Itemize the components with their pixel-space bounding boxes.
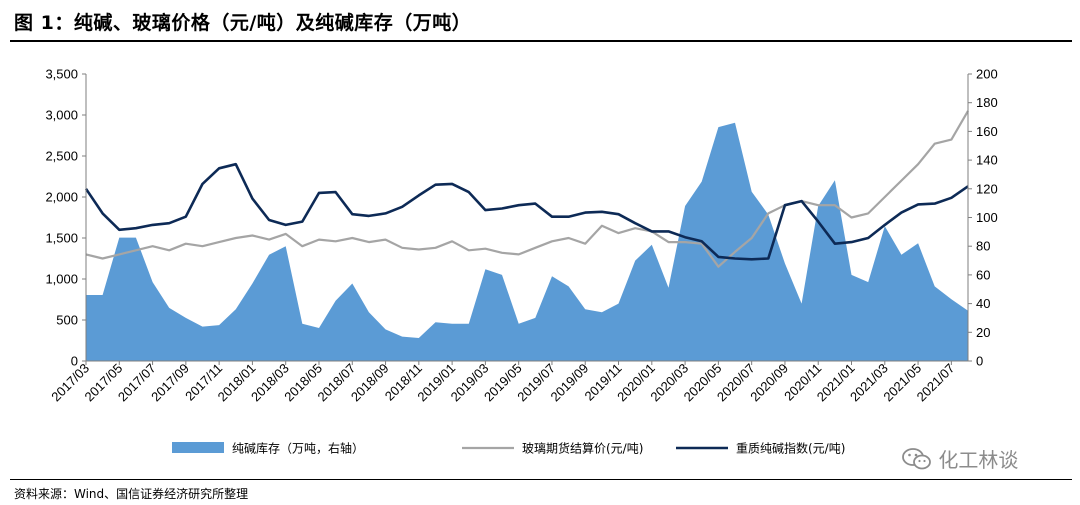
y-right-tick-label: 120 <box>976 181 998 196</box>
y-left-tick-label: 2,500 <box>45 149 78 164</box>
y-left-tick-label: 3,500 <box>45 67 78 82</box>
source-note: 资料来源：Wind、国信证券经济研究所整理 <box>14 487 249 501</box>
watermark-text: 化工林谈 <box>938 448 1019 472</box>
y-right-tick-label: 0 <box>976 354 983 369</box>
x-tick-label: 2019/09 <box>548 361 592 405</box>
x-tick-label: 2018/09 <box>348 361 392 405</box>
y-left-tick-label: 1,000 <box>45 272 78 287</box>
y-left-tick-label: 3,000 <box>45 108 78 123</box>
wechat-icon <box>902 447 932 476</box>
watermark: 化工林谈 <box>902 444 1018 476</box>
legend-label-soda-ash-index: 重质纯碱指数(元/吨) <box>736 441 845 456</box>
y-right-tick-label: 140 <box>976 153 998 168</box>
y-left-tick-label: 2,000 <box>45 190 78 205</box>
legend: 纯碱库存（万吨，右轴） 玻璃期货结算价(元/吨) 重质纯碱指数(元/吨) <box>172 441 845 456</box>
title-divider <box>10 40 1072 42</box>
y-left-tick-label: 0 <box>71 354 78 369</box>
legend-label-glass-price: 玻璃期货结算价(元/吨) <box>522 441 643 456</box>
footer-divider <box>10 479 1072 480</box>
chart: 0 500 1,000 1,500 2,000 2,500 3,000 3,500 0 20 40 6… <box>45 67 998 456</box>
y-left-tick-label: 1,500 <box>45 231 78 246</box>
y-right-tick-label: 100 <box>976 210 998 225</box>
x-tick-label: 2021/07 <box>914 361 958 405</box>
legend-label-inventory: 纯碱库存（万吨，右轴） <box>232 441 364 456</box>
series-soda-ash-index-line <box>84 162 969 261</box>
y-right-tick-label: 180 <box>976 95 998 110</box>
x-tick-label: 2020/09 <box>747 361 791 405</box>
inventory-area-layer <box>86 122 968 361</box>
y-right-tick-label: 60 <box>976 267 990 282</box>
y-right-tick-label: 160 <box>976 124 998 139</box>
price-lines-layer <box>84 110 969 268</box>
figure-title: 图 1：纯碱、玻璃价格（元/吨）及纯碱库存（万吨） <box>14 12 472 34</box>
y-right-tick-label: 40 <box>976 296 990 311</box>
y-left-tick-label: 500 <box>56 313 78 328</box>
legend-swatch-inventory <box>172 442 224 453</box>
series-inventory-area <box>86 122 968 361</box>
x-tick-label: 2017/09 <box>148 361 192 405</box>
y-right-tick-label: 20 <box>976 325 990 340</box>
series-glass-price-line <box>85 110 969 268</box>
y-right-tick-label: 200 <box>976 67 998 82</box>
y-right-tick-label: 80 <box>976 239 990 254</box>
